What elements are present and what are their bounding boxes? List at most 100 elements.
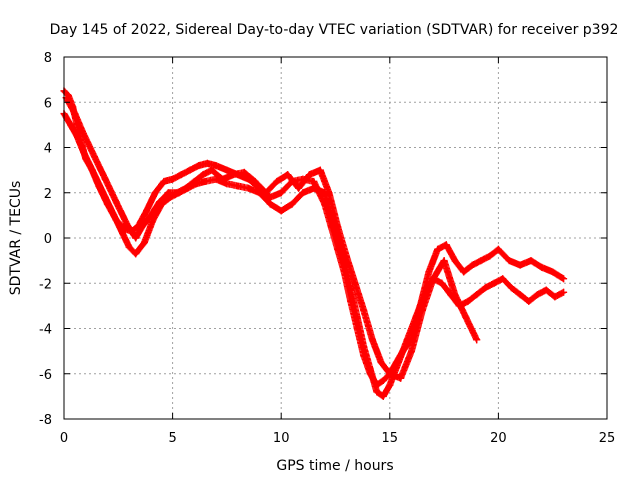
data-point	[429, 275, 437, 283]
data-point	[266, 200, 274, 208]
data-point	[299, 189, 307, 197]
y-tick-label: 8	[44, 51, 52, 66]
x-tick-label: 25	[599, 431, 616, 446]
data-point	[397, 374, 405, 382]
data-point	[525, 297, 533, 305]
y-tick-label: -4	[39, 323, 52, 338]
data-point	[377, 358, 385, 366]
data-point	[434, 245, 442, 253]
data-point	[277, 189, 285, 197]
data-point	[499, 275, 507, 283]
data-point	[190, 177, 198, 185]
data-point	[245, 184, 253, 192]
data-point	[203, 159, 211, 167]
data-point	[507, 284, 515, 292]
data-point	[123, 220, 131, 228]
data-point	[462, 313, 470, 321]
data-point	[464, 297, 472, 305]
data-point	[353, 313, 361, 321]
data-point	[125, 243, 133, 251]
data-point	[310, 177, 318, 185]
x-tick-label: 5	[168, 431, 176, 446]
x-tick-label: 20	[490, 431, 507, 446]
data-point	[305, 171, 313, 179]
data-point	[234, 182, 242, 190]
data-point	[368, 336, 376, 344]
data-point	[208, 166, 216, 174]
data-point	[164, 189, 172, 197]
data-point	[325, 189, 333, 197]
data-point	[551, 293, 559, 301]
data-point	[334, 223, 342, 231]
data-point	[86, 162, 94, 170]
data-point	[473, 336, 481, 344]
data-point	[538, 263, 546, 271]
y-tick-label: 2	[44, 187, 52, 202]
data-point	[394, 358, 402, 366]
y-tick-label: -6	[39, 368, 52, 383]
data-point	[71, 110, 79, 118]
data-point	[490, 279, 498, 287]
data-point	[481, 284, 489, 292]
data-point	[147, 211, 155, 219]
data-point	[201, 177, 209, 185]
data-point	[468, 261, 476, 269]
data-point	[316, 166, 324, 174]
data-point	[195, 162, 203, 170]
data-point	[143, 207, 151, 215]
data-point	[366, 365, 374, 373]
y-tick-label: -8	[39, 413, 52, 428]
data-point	[360, 343, 368, 351]
data-point	[494, 245, 502, 253]
data-point	[460, 268, 468, 276]
data-point	[351, 279, 359, 287]
data-point	[112, 198, 120, 206]
data-point	[266, 193, 274, 201]
y-tick-label: 4	[44, 142, 52, 157]
chart-title: Day 145 of 2022, Sidereal Day-to-day VTE…	[50, 22, 619, 38]
data-point	[67, 121, 75, 129]
data-point	[560, 275, 568, 283]
data-point	[199, 171, 207, 179]
data-point	[418, 306, 426, 314]
data-point	[251, 177, 259, 185]
data-point	[386, 370, 394, 378]
data-point	[273, 177, 281, 185]
data-point	[156, 198, 164, 206]
data-point	[101, 193, 109, 201]
data-point	[277, 207, 285, 215]
data-point	[110, 211, 118, 219]
data-point	[373, 388, 381, 396]
data-point	[379, 377, 387, 385]
data-point	[438, 279, 446, 287]
data-point	[186, 166, 194, 174]
data-point	[255, 189, 263, 197]
data-point	[403, 336, 411, 344]
data-point	[310, 184, 318, 192]
data-point	[425, 268, 433, 276]
data-point	[240, 168, 248, 176]
data-point	[119, 229, 127, 237]
data-point	[93, 175, 101, 183]
data-point	[295, 184, 303, 192]
data-point	[527, 257, 535, 265]
data-point	[132, 234, 140, 242]
data-point	[262, 189, 270, 197]
data-point	[549, 268, 557, 276]
x-axis-label: GPS time / hours	[276, 458, 393, 474]
axis-ticks: 0 5 10 15 20 25 -8 -6 -4 -2 0 2 4 6 8	[39, 51, 615, 446]
data-point	[379, 392, 387, 400]
data-point	[451, 257, 459, 265]
data-point	[542, 286, 550, 294]
data-point	[182, 184, 190, 192]
y-tick-label: -2	[39, 277, 52, 292]
data-point	[90, 153, 98, 161]
data-point	[386, 381, 394, 389]
data-point	[223, 166, 231, 174]
data-point	[177, 171, 185, 179]
series-track-c	[62, 94, 481, 382]
y-axis-label: SDTVAR / TECUs	[8, 181, 24, 296]
x-tick-label: 0	[60, 431, 68, 446]
data-point	[516, 291, 524, 299]
